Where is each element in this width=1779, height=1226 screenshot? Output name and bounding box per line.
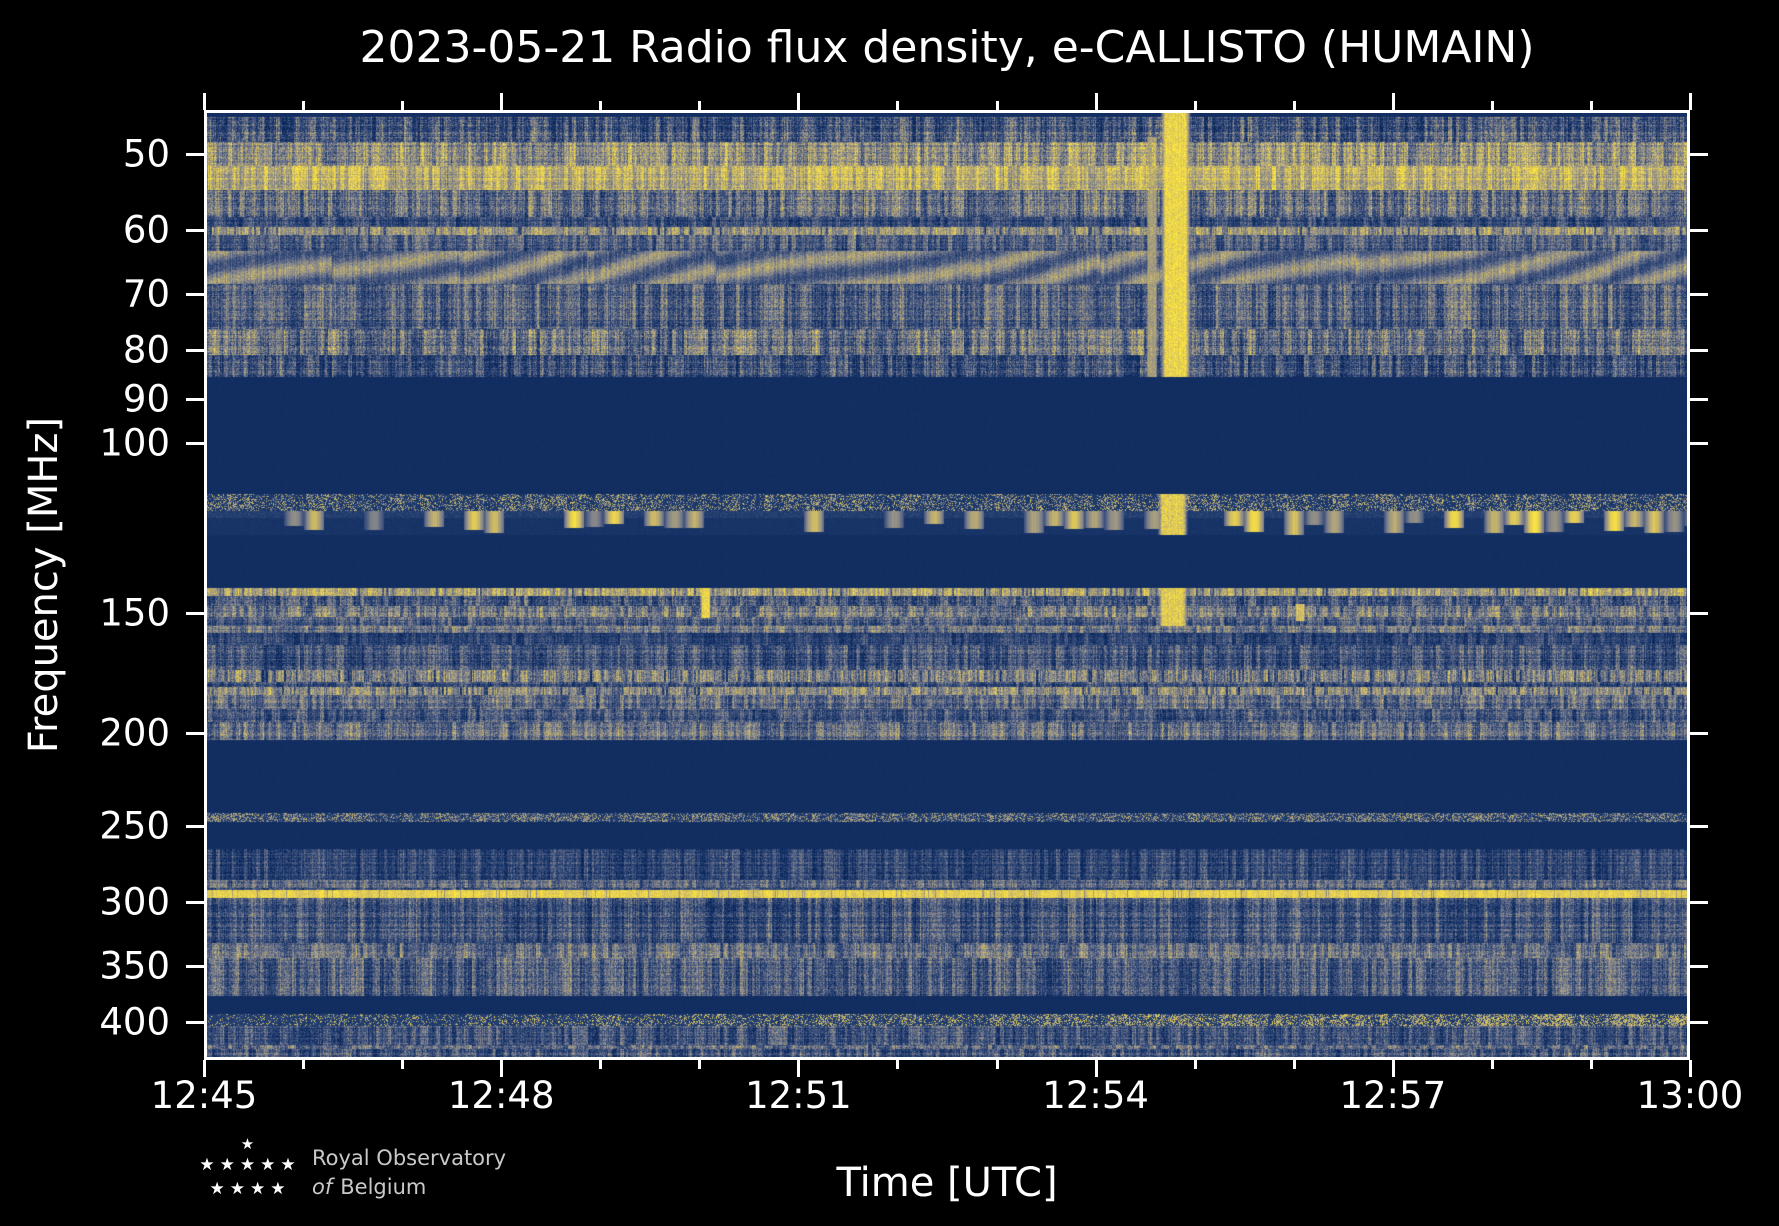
y-axis-label: Frequency [MHz]	[21, 416, 67, 754]
y-tick-label: 250	[99, 804, 170, 848]
x-minor-tick	[599, 101, 603, 110]
x-minor-tick	[896, 101, 900, 110]
x-minor-tick	[1292, 101, 1296, 110]
y-tick	[186, 442, 204, 446]
rob-logo-text: of Belgium	[312, 1175, 426, 1199]
x-minor-tick	[995, 1060, 999, 1069]
x-minor-tick	[1193, 1060, 1197, 1069]
x-major-tick	[1391, 1060, 1395, 1077]
y-tick	[186, 349, 204, 353]
y-tick	[186, 824, 204, 828]
x-major-tick	[1094, 93, 1098, 110]
x-minor-tick	[1490, 101, 1494, 110]
x-minor-tick	[1589, 1060, 1593, 1069]
y-tick-label: 350	[99, 944, 170, 988]
y-tick	[1690, 824, 1708, 828]
y-tick	[1690, 442, 1708, 446]
x-major-tick	[1689, 93, 1692, 110]
x-minor-tick	[1193, 101, 1197, 110]
x-minor-tick	[698, 1060, 702, 1069]
y-tick-label: 400	[99, 1000, 170, 1044]
x-tick-label: 12:57	[1339, 1074, 1447, 1117]
y-tick	[186, 293, 204, 297]
y-tick	[186, 965, 204, 969]
y-tick	[1690, 1021, 1708, 1025]
y-tick-label: 300	[99, 880, 170, 924]
x-major-tick	[500, 1060, 504, 1077]
y-tick-label: 80	[122, 328, 170, 372]
rob-logo-of: of	[312, 1175, 333, 1199]
x-tick-label: 12:51	[745, 1074, 852, 1117]
y-tick-label: 70	[122, 272, 170, 316]
y-tick	[186, 901, 204, 904]
y-tick-label: 90	[122, 377, 170, 421]
rob-logo-stars-icon: ★★★★	[209, 1179, 291, 1199]
x-minor-tick	[302, 1060, 306, 1069]
x-tick-label: 12:45	[150, 1074, 258, 1117]
y-tick	[186, 152, 204, 156]
x-major-tick	[203, 1060, 206, 1077]
x-minor-tick	[1589, 101, 1593, 110]
x-minor-tick	[698, 101, 702, 110]
y-tick	[186, 731, 204, 735]
y-tick	[1690, 349, 1708, 353]
y-tick	[1690, 901, 1708, 904]
x-minor-tick	[302, 101, 306, 110]
x-major-tick	[1094, 1060, 1098, 1077]
rob-logo-stars-icon: ★★★★★	[199, 1155, 301, 1175]
y-tick	[1690, 398, 1708, 402]
x-major-tick	[1391, 93, 1395, 110]
x-minor-tick	[401, 1060, 405, 1069]
y-tick-label: 200	[99, 711, 170, 755]
x-axis-label: Time [UTC]	[836, 1160, 1058, 1206]
x-major-tick	[203, 93, 206, 110]
x-major-tick	[797, 93, 801, 110]
x-minor-tick	[896, 1060, 900, 1069]
x-minor-tick	[599, 1060, 603, 1069]
x-tick-label: 13:00	[1636, 1074, 1744, 1117]
spectrogram-canvas	[204, 110, 1690, 1060]
y-tick-label: 50	[122, 132, 170, 176]
y-tick	[186, 229, 204, 233]
y-tick-label: 100	[99, 421, 170, 465]
rob-logo-stars-icon: ★	[240, 1135, 260, 1153]
x-major-tick	[797, 1060, 801, 1077]
x-minor-tick	[401, 101, 405, 110]
x-minor-tick	[1292, 1060, 1296, 1069]
y-tick	[186, 1021, 204, 1025]
y-tick	[1690, 152, 1708, 156]
x-tick-label: 12:54	[1042, 1074, 1149, 1117]
y-tick	[1690, 293, 1708, 297]
rob-logo-text: Royal Observatory	[312, 1146, 507, 1170]
chart-title: 2023-05-21 Radio flux density, e-CALLIST…	[359, 22, 1535, 73]
x-minor-tick	[1490, 1060, 1494, 1069]
y-tick	[186, 398, 204, 402]
x-tick-label: 12:48	[447, 1074, 555, 1117]
y-tick	[1690, 965, 1708, 969]
x-major-tick	[500, 93, 504, 110]
y-tick	[1690, 229, 1708, 233]
y-tick	[186, 611, 204, 615]
y-tick-label: 60	[122, 208, 170, 252]
x-major-tick	[1689, 1060, 1692, 1077]
y-tick	[1690, 611, 1708, 615]
y-tick	[1690, 731, 1708, 735]
rob-logo-belgium: Belgium	[340, 1175, 427, 1199]
x-minor-tick	[995, 101, 999, 110]
y-tick-label: 150	[99, 591, 170, 635]
